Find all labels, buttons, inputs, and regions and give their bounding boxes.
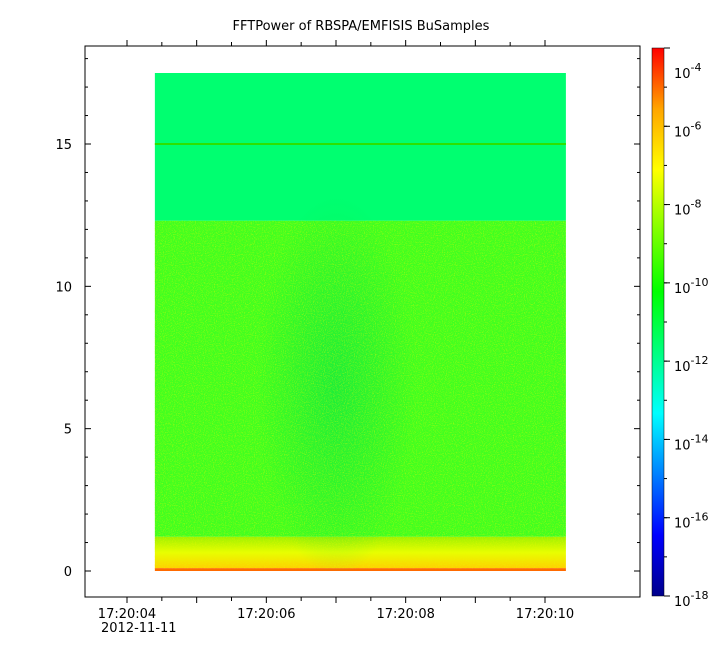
x-axis: 17:20:04 17:20:06 17:20:08 17:20:10 xyxy=(98,40,574,622)
colorbar-tick-label: 10-16 xyxy=(674,511,709,532)
y-tick-label: 15 xyxy=(55,138,72,153)
colorbar-tick-label: 10-18 xyxy=(674,589,709,610)
power-band xyxy=(154,73,566,221)
colorbar-tick-label: 10-6 xyxy=(674,119,702,140)
noise-texture xyxy=(154,220,566,569)
x-tick-label: 17:20:04 xyxy=(98,607,156,622)
colorbar-tick-label: 10-4 xyxy=(674,61,702,82)
colorbar-tick-label: 10-12 xyxy=(674,354,709,375)
x-tick-label: 17:20:08 xyxy=(376,607,434,622)
heatmap-data xyxy=(154,73,566,571)
y-tick-label: 5 xyxy=(64,423,72,438)
y-axis: 0 5 10 15 xyxy=(55,58,640,580)
colorbar-tick-label: 10-10 xyxy=(674,276,709,297)
colorbar-tick-label: 10-8 xyxy=(674,198,702,219)
colorbar: 10-4 10-6 10-8 10-10 10-12 10-14 10-16 10-18 xyxy=(651,47,709,610)
colorbar-tick-label: 10-14 xyxy=(674,432,709,453)
x-tick-label: 17:20:06 xyxy=(237,607,295,622)
power-band xyxy=(154,568,566,571)
y-tick-label: 0 xyxy=(64,565,72,580)
y-tick-label: 10 xyxy=(55,280,72,295)
x-tick-label: 17:20:10 xyxy=(516,607,574,622)
colorbar-scale xyxy=(651,47,665,597)
x-date-label: 2012-11-11 xyxy=(101,621,177,636)
chart-title: FFTPower of RBSPA/EMFISIS BuSamples xyxy=(233,19,490,34)
